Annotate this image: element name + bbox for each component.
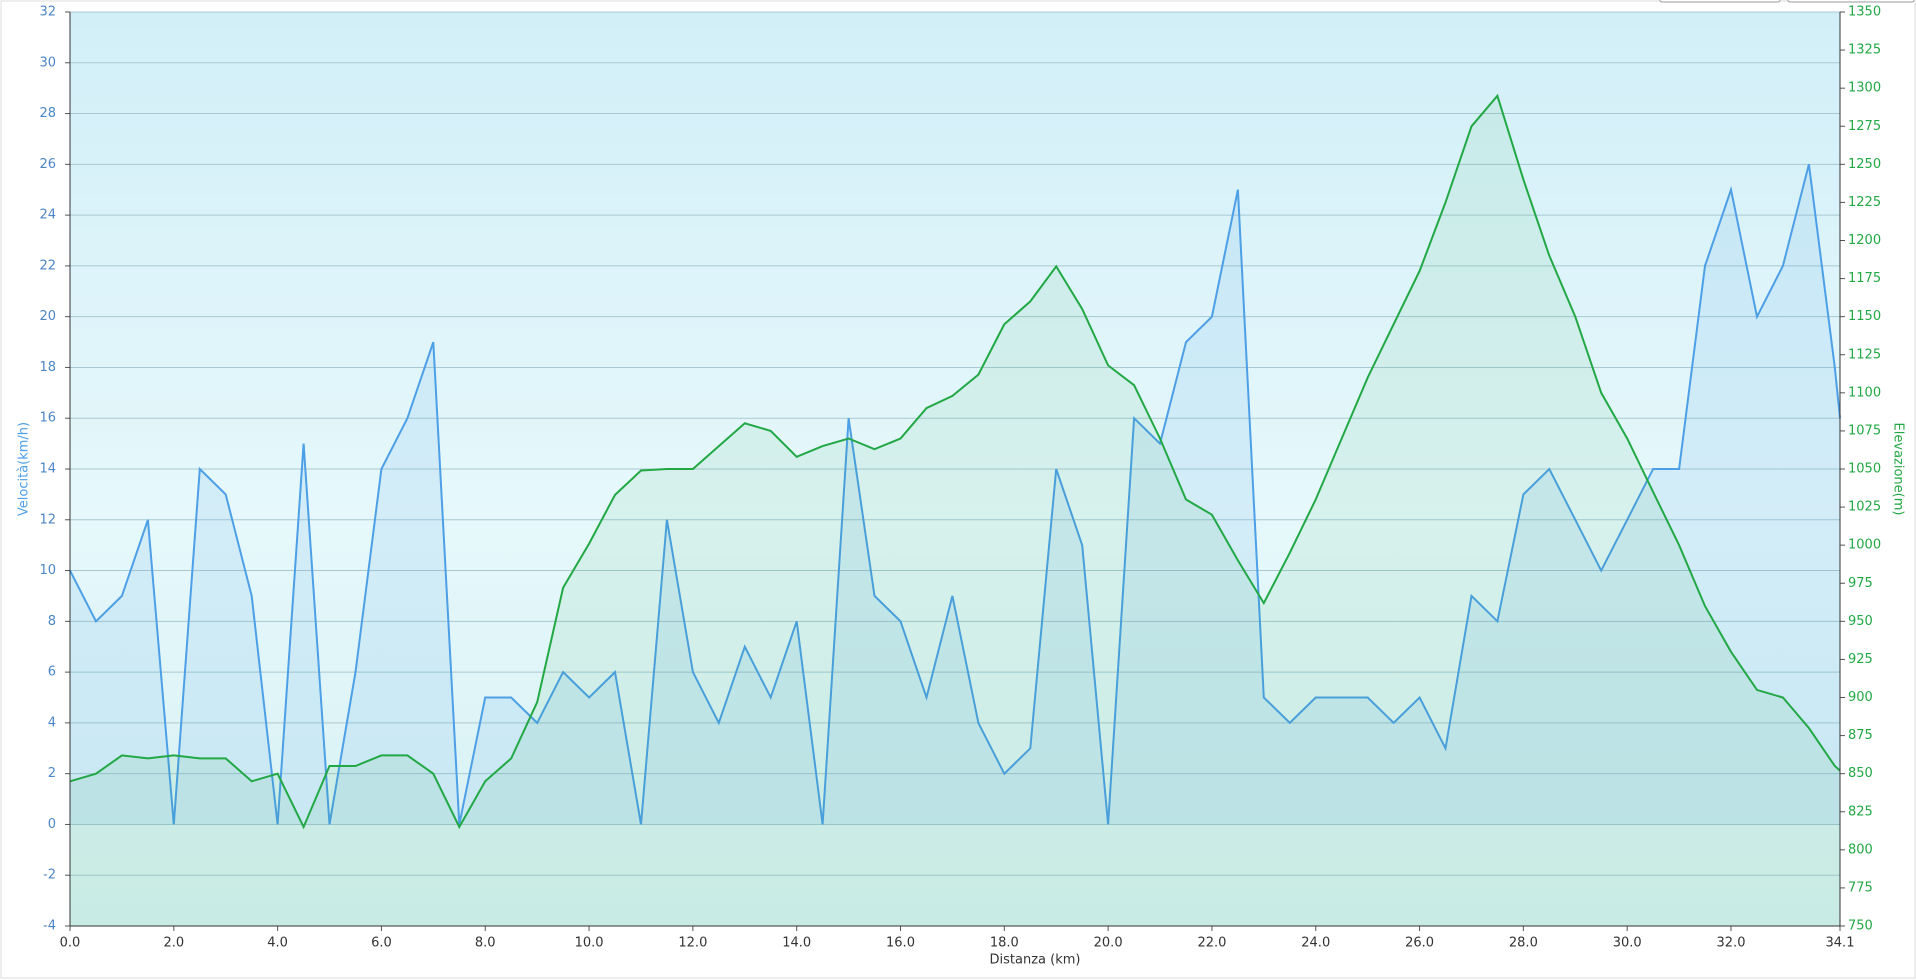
x-tick-label: 18.0 xyxy=(990,936,1019,951)
y-tick-label: -4 xyxy=(43,919,56,934)
line xyxy=(69,164,1841,825)
x-tick-label: 30.0 xyxy=(1613,936,1642,951)
y2-tick-label: 800 xyxy=(1848,842,1873,857)
x-tick-label: 28.0 xyxy=(1509,936,1538,951)
y-tick-label: 22 xyxy=(39,258,56,273)
x-tick-label: 20.0 xyxy=(1094,936,1123,951)
y2-tick-label: 825 xyxy=(1848,804,1873,819)
x-tick-label: 2.0 xyxy=(163,936,184,951)
x-axis-title: Distanza (km) xyxy=(990,953,1081,968)
y-tick-label: 0 xyxy=(48,817,56,832)
y2-axis-title: Elevazione(m) xyxy=(1891,423,1906,516)
y-tick-label: 18 xyxy=(39,360,56,375)
y2-tick-label: 1250 xyxy=(1848,157,1881,172)
y2-tick-label: 1325 xyxy=(1848,43,1881,58)
y-tick-label: 26 xyxy=(39,157,56,172)
x-tick-label: 8.0 xyxy=(475,936,496,951)
x-tick-label: 34.1 xyxy=(1826,936,1855,951)
y-tick-label: 4 xyxy=(48,715,56,730)
y2-tick-label: 950 xyxy=(1848,614,1873,629)
y2-tick-label: 1125 xyxy=(1848,347,1881,362)
y2-tick-label: 1200 xyxy=(1848,233,1881,248)
x-tick-label: 12.0 xyxy=(678,936,707,951)
x-tick-label: 24.0 xyxy=(1301,936,1330,951)
y2-tick-label: 1350 xyxy=(1848,5,1881,20)
y-tick-label: 28 xyxy=(39,106,56,121)
y2-tick-label: 1300 xyxy=(1848,81,1881,96)
y2-tick-label: 1150 xyxy=(1848,309,1881,324)
y-tick-label: 32 xyxy=(39,5,56,20)
y2-tick-label: 1075 xyxy=(1848,423,1881,438)
marks xyxy=(69,93,1841,927)
y-tick-label: 24 xyxy=(39,208,56,223)
x-tick-label: 10.0 xyxy=(575,936,604,951)
x-tick-label: 26.0 xyxy=(1405,936,1434,951)
y2-tick-label: 975 xyxy=(1848,576,1873,591)
y2-tick-label: 775 xyxy=(1848,880,1873,895)
line xyxy=(69,93,1841,830)
y-tick-label: 2 xyxy=(48,766,56,781)
y-tick-label: 10 xyxy=(39,563,56,578)
x-tick-label: 14.0 xyxy=(782,936,811,951)
y2-tick-label: 1225 xyxy=(1848,195,1881,210)
y2-tick-label: 1000 xyxy=(1848,538,1881,553)
grid xyxy=(70,11,1840,927)
y-tick-label: 14 xyxy=(39,462,56,477)
y-tick-label: -2 xyxy=(43,868,56,883)
axes: -4-2024681012141618202224262830327507758… xyxy=(39,5,1881,951)
y2-tick-label: 1025 xyxy=(1848,500,1881,515)
y2-tick-label: 1275 xyxy=(1848,119,1881,134)
y2-tick-label: 925 xyxy=(1848,652,1873,667)
x-tick-label: 22.0 xyxy=(1197,936,1226,951)
y2-tick-label: 750 xyxy=(1848,919,1873,934)
x-tick-label: 32.0 xyxy=(1717,936,1746,951)
y2-tick-label: 850 xyxy=(1848,766,1873,781)
y-tick-label: 16 xyxy=(39,411,56,426)
x-tick-label: 16.0 xyxy=(886,936,915,951)
x-tick-label: 4.0 xyxy=(267,936,288,951)
y-axis-title: Velocità(km/h) xyxy=(17,422,32,516)
y2-tick-label: 1175 xyxy=(1848,271,1881,286)
y2-tick-label: 875 xyxy=(1848,728,1873,743)
button[interactable] xyxy=(1787,0,1915,3)
y2-tick-label: 1100 xyxy=(1848,385,1881,400)
y-tick-label: 12 xyxy=(39,512,56,527)
area xyxy=(70,95,1840,927)
x-tick-label: 0.0 xyxy=(60,936,81,951)
button[interactable] xyxy=(1659,0,1781,3)
y-tick-label: 8 xyxy=(48,614,56,629)
y2-tick-label: 1050 xyxy=(1848,462,1881,477)
y-tick-label: 30 xyxy=(39,55,56,70)
y2-tick-label: 900 xyxy=(1848,690,1873,705)
y-tick-label: 6 xyxy=(48,665,56,680)
x-tick-label: 6.0 xyxy=(371,936,392,951)
y-tick-label: 20 xyxy=(39,309,56,324)
area xyxy=(70,164,1840,825)
